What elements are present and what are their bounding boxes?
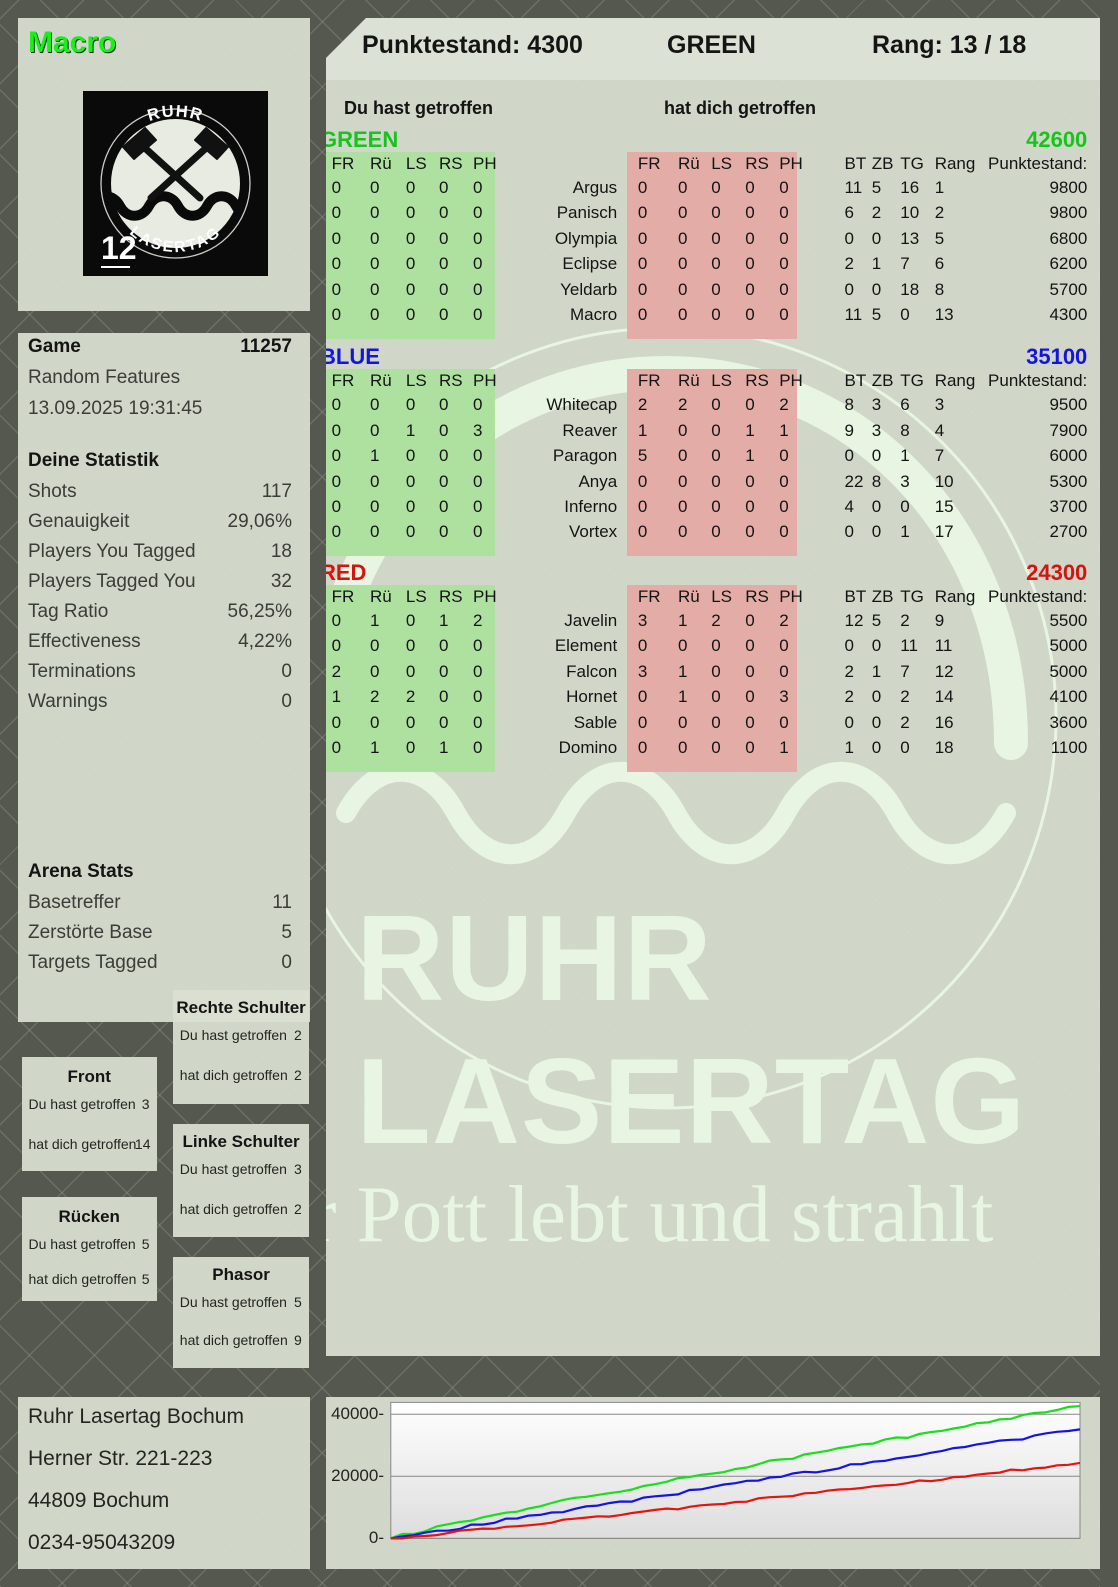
svg-text:20000-: 20000- (331, 1466, 384, 1485)
svg-text:12: 12 (101, 230, 137, 266)
svg-text:40000-: 40000- (331, 1404, 384, 1423)
svg-text:0-: 0- (369, 1528, 384, 1547)
